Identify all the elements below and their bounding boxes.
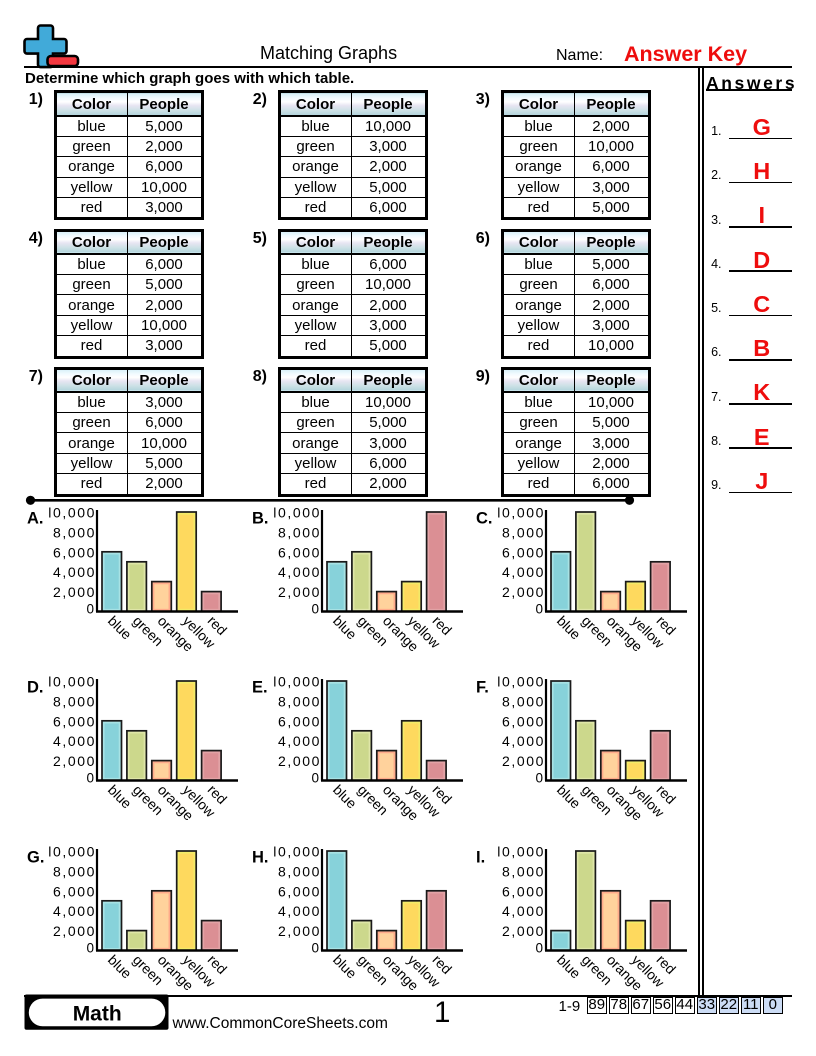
svg-text:0: 0 bbox=[87, 940, 95, 955]
svg-text:0: 0 bbox=[311, 602, 319, 617]
svg-text:4,000: 4,000 bbox=[502, 903, 545, 919]
svg-text:E.: E. bbox=[252, 679, 268, 697]
svg-text:8,000: 8,000 bbox=[53, 694, 96, 710]
svg-text:0: 0 bbox=[87, 771, 95, 786]
svg-text:l0,000: l0,000 bbox=[49, 843, 97, 859]
svg-text:l0,000: l0,000 bbox=[498, 843, 546, 859]
svg-text:6,000: 6,000 bbox=[53, 714, 96, 730]
svg-text:2,000: 2,000 bbox=[53, 584, 96, 600]
svg-text:2,000: 2,000 bbox=[502, 584, 545, 600]
svg-text:blue: blue bbox=[105, 782, 135, 812]
svg-text:l0,000: l0,000 bbox=[49, 674, 97, 690]
svg-text:0: 0 bbox=[311, 771, 319, 786]
svg-text:D.: D. bbox=[27, 679, 44, 697]
svg-text:A.: A. bbox=[27, 510, 44, 528]
svg-text:blue: blue bbox=[330, 951, 360, 981]
svg-text:8,000: 8,000 bbox=[502, 525, 545, 541]
svg-text:8,000: 8,000 bbox=[53, 525, 96, 541]
svg-text:0: 0 bbox=[311, 940, 319, 955]
svg-text:2,000: 2,000 bbox=[502, 923, 545, 939]
svg-text:8,000: 8,000 bbox=[53, 863, 96, 879]
svg-text:6,000: 6,000 bbox=[502, 545, 545, 561]
svg-text:blue: blue bbox=[554, 951, 584, 981]
svg-text:4,000: 4,000 bbox=[53, 734, 96, 750]
svg-text:l0,000: l0,000 bbox=[498, 674, 546, 690]
svg-text:8,000: 8,000 bbox=[278, 694, 321, 710]
svg-text:2,000: 2,000 bbox=[278, 923, 321, 939]
svg-text:B.: B. bbox=[252, 510, 269, 528]
svg-text:6,000: 6,000 bbox=[502, 883, 545, 899]
svg-text:2,000: 2,000 bbox=[278, 584, 321, 600]
svg-text:blue: blue bbox=[554, 782, 584, 812]
svg-text:blue: blue bbox=[330, 613, 360, 643]
svg-text:blue: blue bbox=[105, 613, 135, 643]
svg-text:8,000: 8,000 bbox=[278, 525, 321, 541]
svg-text:F.: F. bbox=[476, 679, 489, 697]
svg-text:blue: blue bbox=[554, 613, 584, 643]
svg-text:2,000: 2,000 bbox=[53, 753, 96, 769]
svg-text:H.: H. bbox=[252, 848, 269, 866]
svg-text:8,000: 8,000 bbox=[502, 863, 545, 879]
svg-text:l0,000: l0,000 bbox=[498, 505, 546, 521]
svg-text:4,000: 4,000 bbox=[278, 564, 321, 580]
svg-text:4,000: 4,000 bbox=[278, 903, 321, 919]
svg-text:6,000: 6,000 bbox=[278, 545, 321, 561]
svg-text:G.: G. bbox=[27, 848, 44, 866]
svg-text:l0,000: l0,000 bbox=[273, 843, 321, 859]
svg-text:0: 0 bbox=[536, 771, 544, 786]
svg-text:0: 0 bbox=[536, 602, 544, 617]
svg-text:4,000: 4,000 bbox=[502, 734, 545, 750]
svg-text:8,000: 8,000 bbox=[502, 694, 545, 710]
svg-text:0: 0 bbox=[536, 940, 544, 955]
svg-text:6,000: 6,000 bbox=[53, 883, 96, 899]
svg-text:2,000: 2,000 bbox=[278, 753, 321, 769]
svg-text:8,000: 8,000 bbox=[278, 863, 321, 879]
svg-text:4,000: 4,000 bbox=[278, 734, 321, 750]
svg-text:4,000: 4,000 bbox=[53, 903, 96, 919]
svg-text:l0,000: l0,000 bbox=[49, 505, 97, 521]
svg-text:I.: I. bbox=[476, 848, 485, 866]
svg-text:blue: blue bbox=[330, 782, 360, 812]
svg-text:6,000: 6,000 bbox=[278, 714, 321, 730]
svg-text:4,000: 4,000 bbox=[502, 564, 545, 580]
svg-text:Math: Math bbox=[72, 1003, 121, 1026]
svg-text:0: 0 bbox=[87, 602, 95, 617]
svg-text:l0,000: l0,000 bbox=[273, 674, 321, 690]
svg-text:l0,000: l0,000 bbox=[273, 505, 321, 521]
svg-text:C.: C. bbox=[476, 510, 493, 528]
svg-text:6,000: 6,000 bbox=[502, 714, 545, 730]
svg-text:6,000: 6,000 bbox=[53, 545, 96, 561]
svg-text:2,000: 2,000 bbox=[502, 753, 545, 769]
svg-text:4,000: 4,000 bbox=[53, 564, 96, 580]
svg-text:6,000: 6,000 bbox=[278, 883, 321, 899]
svg-text:blue: blue bbox=[105, 951, 135, 981]
svg-text:2,000: 2,000 bbox=[53, 923, 96, 939]
